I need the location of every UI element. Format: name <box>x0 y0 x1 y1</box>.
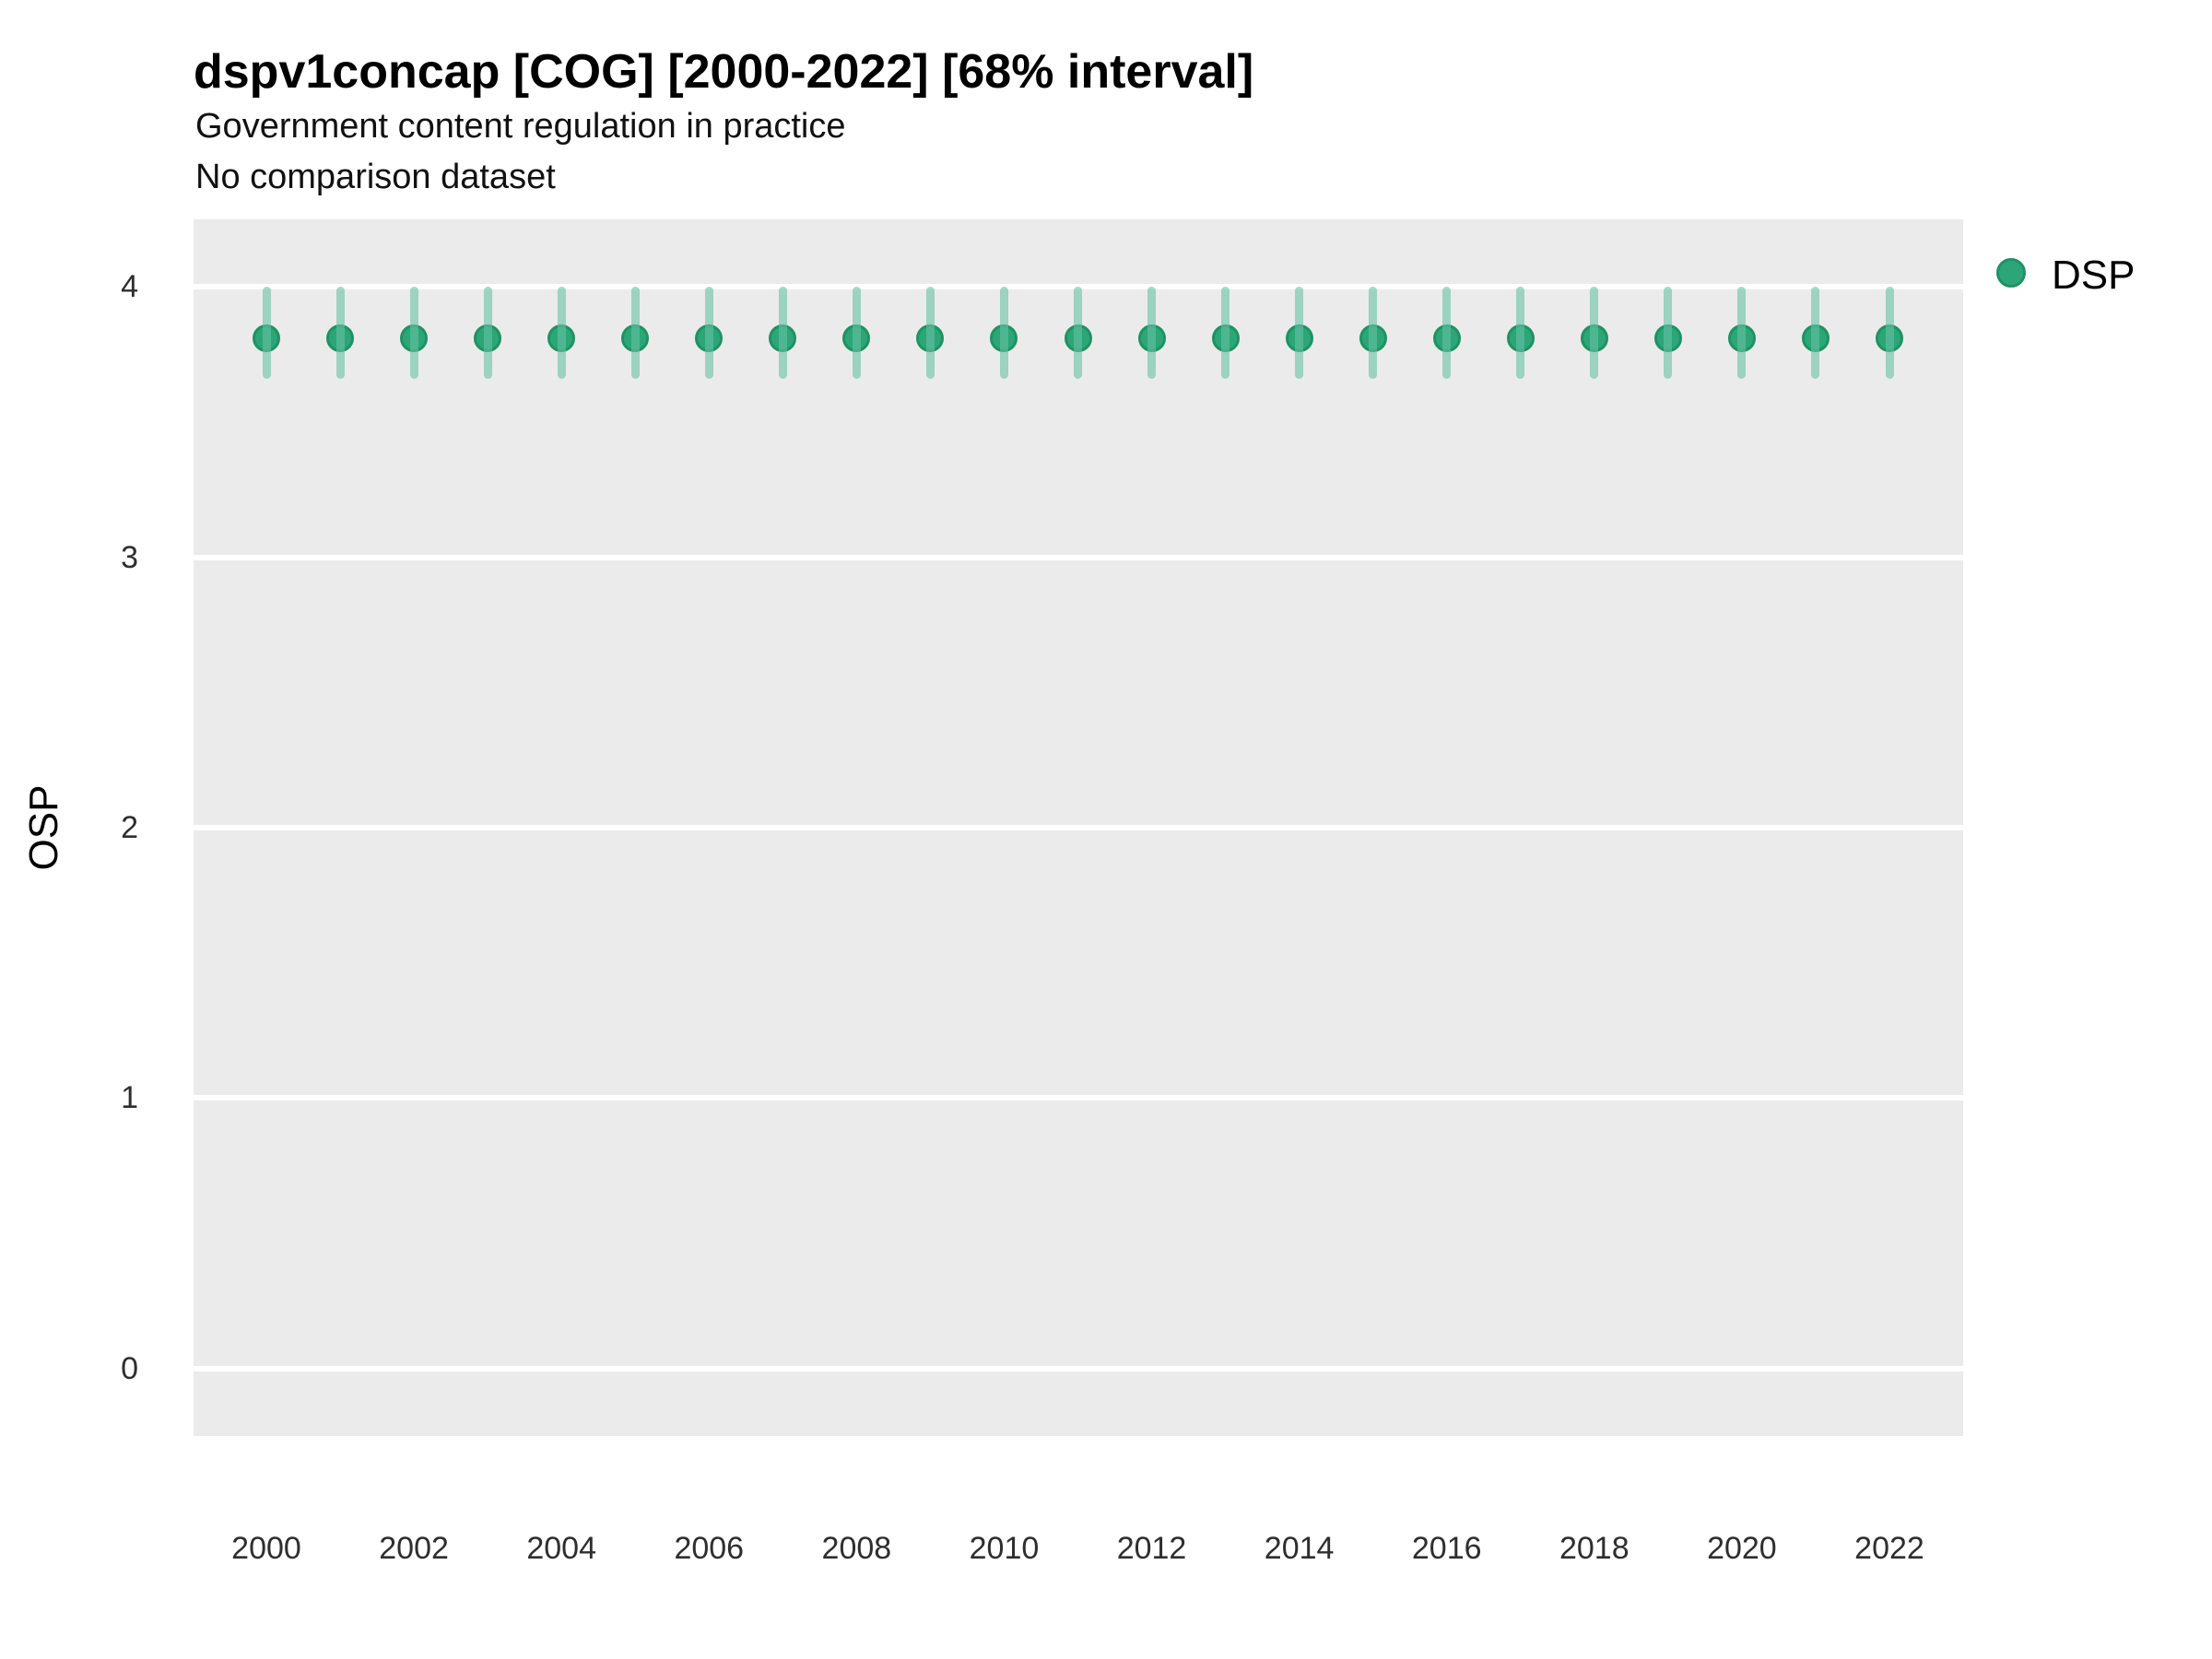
x-tick-label-2010: 2010 <box>969 1531 1040 1566</box>
gridline-y-1 <box>194 1095 1963 1101</box>
legend-point-icon <box>1996 258 2026 288</box>
error-bar-2022 <box>1885 287 1894 380</box>
error-bar-2002 <box>409 287 418 380</box>
error-bar-2007 <box>778 287 787 380</box>
error-bar-2020 <box>1737 287 1747 380</box>
x-tick-label-2004: 2004 <box>526 1531 596 1566</box>
legend: DSP <box>1991 249 2212 304</box>
error-bar-2009 <box>925 287 935 380</box>
error-bar-2005 <box>630 287 640 380</box>
error-bar-2003 <box>483 287 492 380</box>
error-bar-2001 <box>335 287 345 380</box>
chart-subtitle: Government content regulation in practic… <box>195 107 846 146</box>
legend-label: DSP <box>2052 253 2136 298</box>
y-tick-label-1: 1 <box>121 1080 138 1116</box>
plot-panel <box>194 219 1963 1436</box>
x-tick-label-2020: 2020 <box>1707 1531 1777 1566</box>
x-tick-label-2014: 2014 <box>1264 1531 1335 1566</box>
y-tick-label-0: 0 <box>121 1350 138 1386</box>
error-bar-2013 <box>1221 287 1230 380</box>
gridline-y-3 <box>194 554 1963 560</box>
error-bar-2004 <box>557 287 566 380</box>
x-tick-label-2000: 2000 <box>231 1531 301 1566</box>
y-tick-label-2: 2 <box>121 810 138 845</box>
x-tick-label-2018: 2018 <box>1559 1531 1630 1566</box>
gridline-y-2 <box>194 825 1963 830</box>
error-bar-2011 <box>1074 287 1082 380</box>
x-tick-label-2008: 2008 <box>821 1531 892 1566</box>
error-bar-2008 <box>852 287 861 380</box>
error-bar-2019 <box>1664 287 1673 380</box>
error-bar-2014 <box>1295 287 1304 380</box>
error-bar-2006 <box>704 287 713 380</box>
y-tick-label-4: 4 <box>121 269 138 305</box>
error-bar-2000 <box>262 287 271 380</box>
chart-title: dspv1concap [COG] [2000-2022] [68% inter… <box>194 45 1254 99</box>
error-bar-2018 <box>1590 287 1599 380</box>
x-tick-label-2022: 2022 <box>1854 1531 1924 1566</box>
chart-subtitle-comparison: No comparison dataset <box>195 158 556 196</box>
x-tick-label-2016: 2016 <box>1411 1531 1482 1566</box>
y-tick-label-3: 3 <box>121 539 138 575</box>
x-tick-label-2002: 2002 <box>379 1531 449 1566</box>
error-bar-2015 <box>1369 287 1378 380</box>
error-bar-2017 <box>1516 287 1525 380</box>
error-bar-2016 <box>1442 287 1452 380</box>
error-bar-2010 <box>999 287 1008 380</box>
error-bar-2012 <box>1147 287 1157 380</box>
gridline-y-0 <box>194 1365 1963 1371</box>
x-tick-label-2006: 2006 <box>674 1531 745 1566</box>
x-tick-label-2012: 2012 <box>1116 1531 1187 1566</box>
error-bar-2021 <box>1811 287 1820 380</box>
